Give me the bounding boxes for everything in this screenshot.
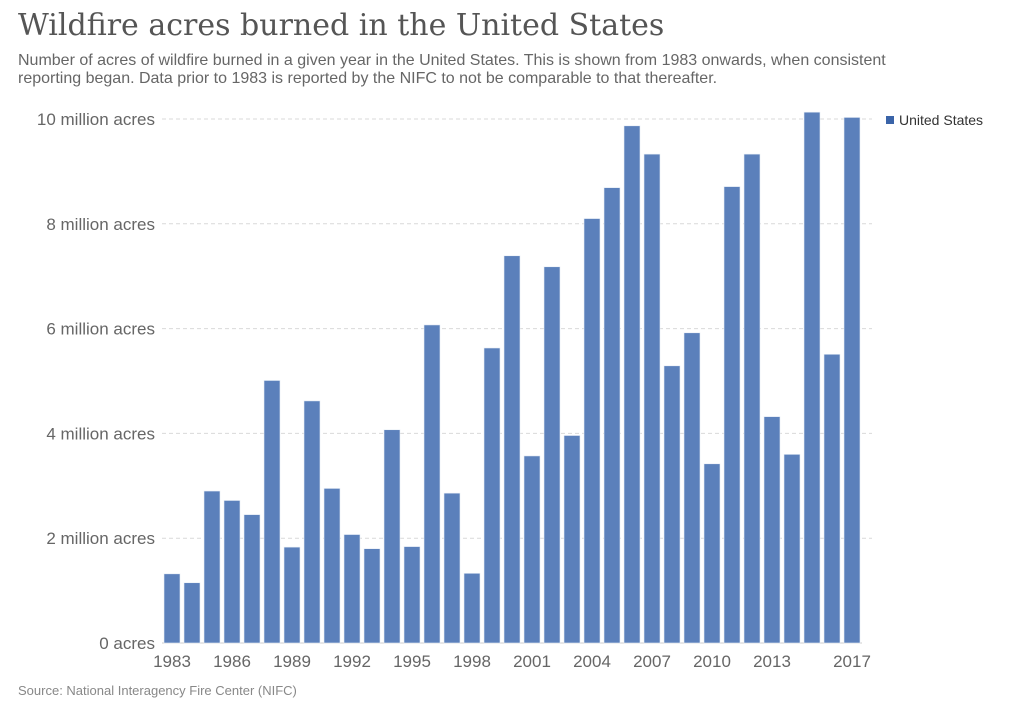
bar-1992[interactable] — [343, 534, 361, 644]
x-tick-label: 2013 — [753, 652, 791, 671]
source-note: Source: National Interagency Fire Center… — [18, 683, 297, 698]
bar-2016[interactable] — [823, 353, 841, 644]
x-tick-label: 1983 — [153, 652, 191, 671]
x-axis-tick-labels: 1983 1986 1989 1992 1995 1998 2001 2004 2007 2010… — [153, 652, 871, 671]
bar-1985[interactable] — [203, 490, 221, 644]
bar-1996[interactable] — [423, 324, 441, 644]
x-tick-label: 2007 — [633, 652, 671, 671]
x-tick-label: 1995 — [393, 652, 431, 671]
bar-2003[interactable] — [563, 435, 581, 644]
y-axis-tick-labels: 0 acres 2 million acres 4 million acres 6 m… — [37, 110, 155, 653]
bar-1989[interactable] — [283, 546, 301, 644]
bar-2008[interactable] — [663, 365, 681, 644]
legend: United States — [886, 112, 983, 128]
bar-1999[interactable] — [483, 347, 501, 644]
bar-2000[interactable] — [503, 255, 521, 644]
bar-2015[interactable] — [803, 111, 821, 644]
bar-2002[interactable] — [543, 266, 561, 644]
x-tick-label: 1989 — [273, 652, 311, 671]
x-tick-label: 1992 — [333, 652, 371, 671]
bar-2013[interactable] — [763, 416, 781, 644]
bar-2014[interactable] — [783, 454, 801, 644]
bar-2010[interactable] — [703, 463, 721, 644]
bar-2004[interactable] — [583, 218, 601, 644]
bar-2007[interactable] — [643, 153, 661, 644]
bar-2017[interactable] — [843, 117, 861, 644]
x-tick-label: 2004 — [573, 652, 611, 671]
bar-1994[interactable] — [383, 429, 401, 644]
y-tick-label: 8 million acres — [46, 215, 155, 234]
bar-1988[interactable] — [263, 380, 281, 644]
bar-2005[interactable] — [603, 187, 621, 644]
bar-1998[interactable] — [463, 573, 481, 644]
bar-1995[interactable] — [403, 546, 421, 644]
chart-subtitle: Number of acres of wildfire burned in a … — [18, 52, 886, 87]
bars — [163, 111, 861, 644]
bar-1990[interactable] — [303, 400, 321, 644]
y-tick-label: 0 acres — [99, 634, 155, 653]
x-tick-label: 1986 — [213, 652, 251, 671]
legend-marker-united-states — [886, 116, 894, 124]
bar-2009[interactable] — [683, 332, 701, 644]
bar-2011[interactable] — [723, 186, 741, 644]
bar-1984[interactable] — [183, 582, 201, 644]
y-tick-label: 10 million acres — [37, 110, 155, 129]
bar-1987[interactable] — [243, 514, 261, 644]
chart-title: Wildfire acres burned in the United Stat… — [18, 8, 665, 43]
bar-2012[interactable] — [743, 153, 761, 644]
x-tick-label: 2017 — [833, 652, 871, 671]
bar-1986[interactable] — [223, 500, 241, 644]
bar-2001[interactable] — [523, 455, 541, 644]
bar-2006[interactable] — [623, 125, 641, 644]
x-tick-label: 2001 — [513, 652, 551, 671]
y-tick-label: 2 million acres — [46, 529, 155, 548]
x-tick-label: 1998 — [453, 652, 491, 671]
bar-1993[interactable] — [363, 548, 381, 644]
y-tick-label: 6 million acres — [46, 320, 155, 339]
legend-label-united-states: United States — [899, 112, 983, 128]
bar-1997[interactable] — [443, 492, 461, 644]
x-tick-label: 2010 — [693, 652, 731, 671]
y-tick-label: 4 million acres — [46, 424, 155, 443]
bar-1983[interactable] — [163, 573, 181, 644]
bar-1991[interactable] — [323, 488, 341, 644]
